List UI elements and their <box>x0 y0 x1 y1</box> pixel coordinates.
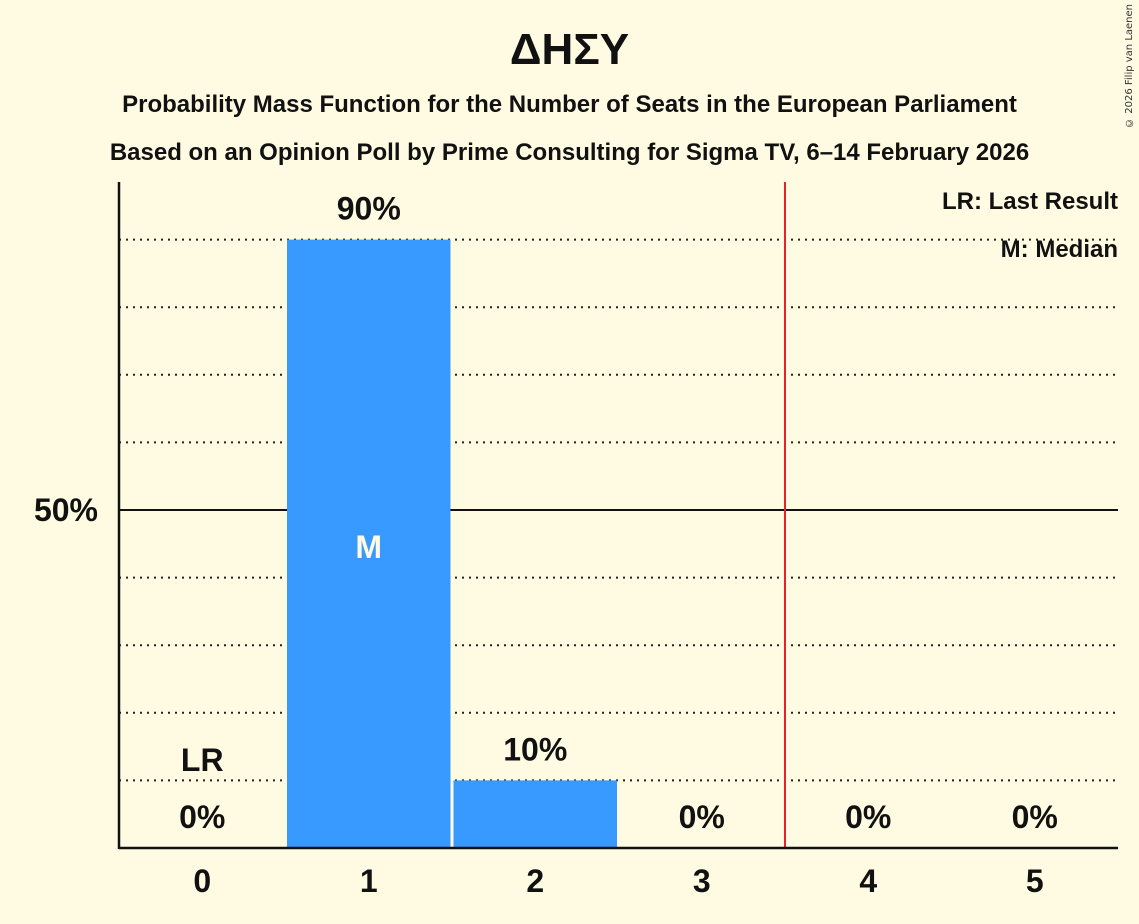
chart-subtitle-2: Based on an Opinion Poll by Prime Consul… <box>109 139 1030 166</box>
last-result-marker: LR <box>181 742 224 778</box>
legend-median: M: Median <box>1001 236 1118 263</box>
gridlines <box>119 238 1118 782</box>
chart-title: ΔΗΣΥ <box>509 25 630 74</box>
bar-2 <box>453 780 617 848</box>
value-label: 0% <box>1012 799 1058 835</box>
x-tick-label: 5 <box>1026 863 1044 899</box>
value-label: 90% <box>337 191 401 227</box>
legend-last-result: LR: Last Result <box>942 188 1118 215</box>
value-label: 10% <box>503 731 567 767</box>
bar-1 <box>287 239 451 849</box>
x-tick-label: 2 <box>526 863 544 899</box>
axes: 50% <box>34 182 1118 850</box>
value-label: 0% <box>679 799 725 835</box>
value-label: 0% <box>179 799 225 835</box>
bars <box>287 239 617 849</box>
x-tick-label: 0 <box>193 863 211 899</box>
x-tick-label: 3 <box>693 863 711 899</box>
median-marker: M <box>355 529 382 565</box>
x-tick-label: 4 <box>859 863 877 899</box>
y-tick-label: 50% <box>34 492 98 528</box>
x-tick-label: 1 <box>360 863 378 899</box>
chart-subtitle-1: Probability Mass Function for the Number… <box>122 91 1017 118</box>
value-label: 0% <box>845 799 891 835</box>
bar-labels: 0 0% 1 90% 2 10% 3 0% 4 0% 5 0% LR M <box>179 191 1058 899</box>
